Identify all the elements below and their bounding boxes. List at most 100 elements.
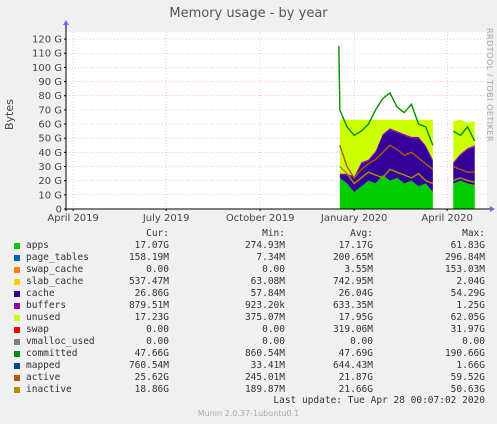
legend-row-cache: cache 26.86G 57.84M 26.04G 54.29G	[0, 288, 497, 300]
y-tick-label: 100 G	[32, 63, 62, 74]
legend-max: 153.03M	[444, 264, 485, 275]
legend-min: 63.08M	[250, 276, 285, 287]
legend-min: 0.00	[262, 324, 285, 335]
legend-cur: 47.66G	[134, 348, 169, 359]
legend-name: committed	[26, 348, 78, 359]
legend-name: active	[26, 372, 61, 383]
y-tick-label: 120 G	[32, 35, 62, 46]
legend-row-committed: committed 47.66G 860.54M 47.69G 190.66G	[0, 348, 497, 360]
series-lines	[338, 46, 476, 185]
legend-max: 50.63G	[450, 384, 485, 395]
legend-avg: 21.87G	[338, 372, 373, 383]
legend-name: inactive	[26, 384, 72, 395]
legend-max: 61.83G	[450, 240, 485, 251]
line-inactive	[453, 177, 475, 183]
axes	[63, 20, 495, 212]
y-tick-label: 90 G	[38, 77, 62, 88]
legend-max: 1.66G	[456, 360, 485, 371]
legend-swatch	[14, 375, 20, 381]
legend-row-unused: unused 17.23G 375.07M 17.95G 62.05G	[0, 312, 497, 324]
x-tick-label: October 2019	[226, 213, 295, 224]
legend-cur: 0.00	[146, 264, 169, 275]
y-axis-arrow	[63, 20, 69, 25]
legend-max: 190.66G	[444, 348, 485, 359]
legend-row-inactive: inactive 18.86G 189.87M 21.66G 50.63G	[0, 384, 497, 396]
legend-min: 375.07M	[244, 312, 285, 323]
legend-cur: 879.51M	[128, 300, 169, 311]
legend-header-max: Max:	[462, 228, 485, 239]
y-tick-label: 60 G	[38, 120, 62, 131]
legend-name: vmalloc_used	[26, 336, 95, 347]
legend-max: 59.52G	[450, 372, 485, 383]
legend-cur: 17.23G	[134, 312, 169, 323]
y-tick-label: 80 G	[38, 91, 62, 102]
legend-name: mapped	[26, 360, 61, 371]
legend-name: swap	[26, 324, 49, 335]
last-update: Last update: Tue Apr 28 00:07:02 2020	[273, 395, 485, 406]
legend-avg: 17.17G	[338, 240, 373, 251]
legend-name: slab_cache	[26, 276, 84, 287]
legend-min: 189.87M	[244, 384, 285, 395]
x-tick-label: July 2019	[142, 213, 190, 224]
line-inactive	[339, 166, 434, 185]
legend-cur: 17.07G	[134, 240, 169, 251]
legend-avg: 0.00	[350, 336, 373, 347]
legend-max: 62.05G	[450, 312, 485, 323]
y-tick-label: 20 G	[38, 176, 62, 187]
legend-swatch	[14, 387, 20, 393]
legend-row-swap: swap 0.00 0.00 319.06M 31.97G	[0, 324, 497, 336]
legend-row-page_tables: page_tables 158.19M 7.34M 200.65M 296.84M	[0, 252, 497, 264]
legend-avg: 200.65M	[332, 252, 373, 263]
legend-max: 31.97G	[450, 324, 485, 335]
legend-name: swap_cache	[26, 264, 84, 275]
legend-swatch	[14, 327, 20, 333]
line-active	[339, 144, 434, 180]
legend-name: apps	[26, 240, 49, 251]
legend-row-swap_cache: swap_cache 0.00 0.00 3.55M 153.03M	[0, 264, 497, 276]
legend-cur: 26.86G	[134, 288, 169, 299]
legend-row-apps: apps 17.07G 274.93M 17.17G 61.83G	[0, 240, 497, 252]
legend-row-slab_cache: slab_cache 537.47M 63.08M 742.95M 2.04G	[0, 276, 497, 288]
line-active	[453, 165, 475, 173]
legend-row-active: active 25.62G 245.01M 21.87G 59.52G	[0, 372, 497, 384]
x-tick-label: April 2019	[47, 213, 98, 224]
legend-swatch	[14, 339, 20, 345]
legend-avg: 742.95M	[332, 276, 373, 287]
legend-swatch	[14, 363, 20, 369]
y-tick-label: 70 G	[38, 105, 62, 116]
legend-swatch	[14, 303, 20, 309]
y-tick-label: 40 G	[38, 148, 62, 159]
legend-rows: apps 17.07G 274.93M 17.17G 61.83G page_tables…	[0, 240, 497, 396]
y-tick-label: 110 G	[32, 49, 62, 60]
legend-header-avg: Avg:	[350, 228, 373, 239]
y-tick-labels: 0 10 G 20 G 30 G 40 G 50 G 60 G 70 G 80 G 90 G 100…	[32, 35, 66, 216]
area-unused	[339, 119, 433, 177]
legend-name: cache	[26, 288, 55, 299]
legend-avg: 26.04G	[338, 288, 373, 299]
chart-plot: 0 10 G 20 G 30 G 40 G 50 G 60 G 70 G 80 G 90 G 100…	[32, 20, 495, 224]
legend-header-min: Min:	[262, 228, 285, 239]
legend-min: 0.00	[262, 264, 285, 275]
stacked-areas	[339, 119, 475, 209]
legend-max: 2.04G	[456, 276, 485, 287]
legend-swatch	[14, 279, 20, 285]
area-buffers	[453, 145, 475, 164]
y-tick-label: 10 G	[38, 190, 62, 201]
legend-swatch	[14, 291, 20, 297]
legend-cur: 0.00	[146, 324, 169, 335]
legend-min: 7.34M	[256, 252, 285, 263]
legend-swatch	[14, 243, 20, 249]
legend-min: 860.54M	[244, 348, 285, 359]
legend-min: 57.84M	[250, 288, 285, 299]
chart-title: Memory usage - by year	[169, 6, 328, 21]
legend-avg: 21.66G	[338, 384, 373, 395]
legend-min: 245.01M	[244, 372, 285, 383]
legend-avg: 319.06M	[332, 324, 373, 335]
legend-min: 0.00	[262, 336, 285, 347]
legend-cur: 0.00	[146, 336, 169, 347]
x-tick-label: April 2020	[421, 213, 472, 224]
munin-version: Munin 2.0.37-1ubuntu0.1	[197, 409, 300, 418]
area-cache	[453, 146, 475, 185]
x-tick-label: January 2020	[320, 213, 388, 224]
y-tick-label: 50 G	[38, 134, 62, 145]
